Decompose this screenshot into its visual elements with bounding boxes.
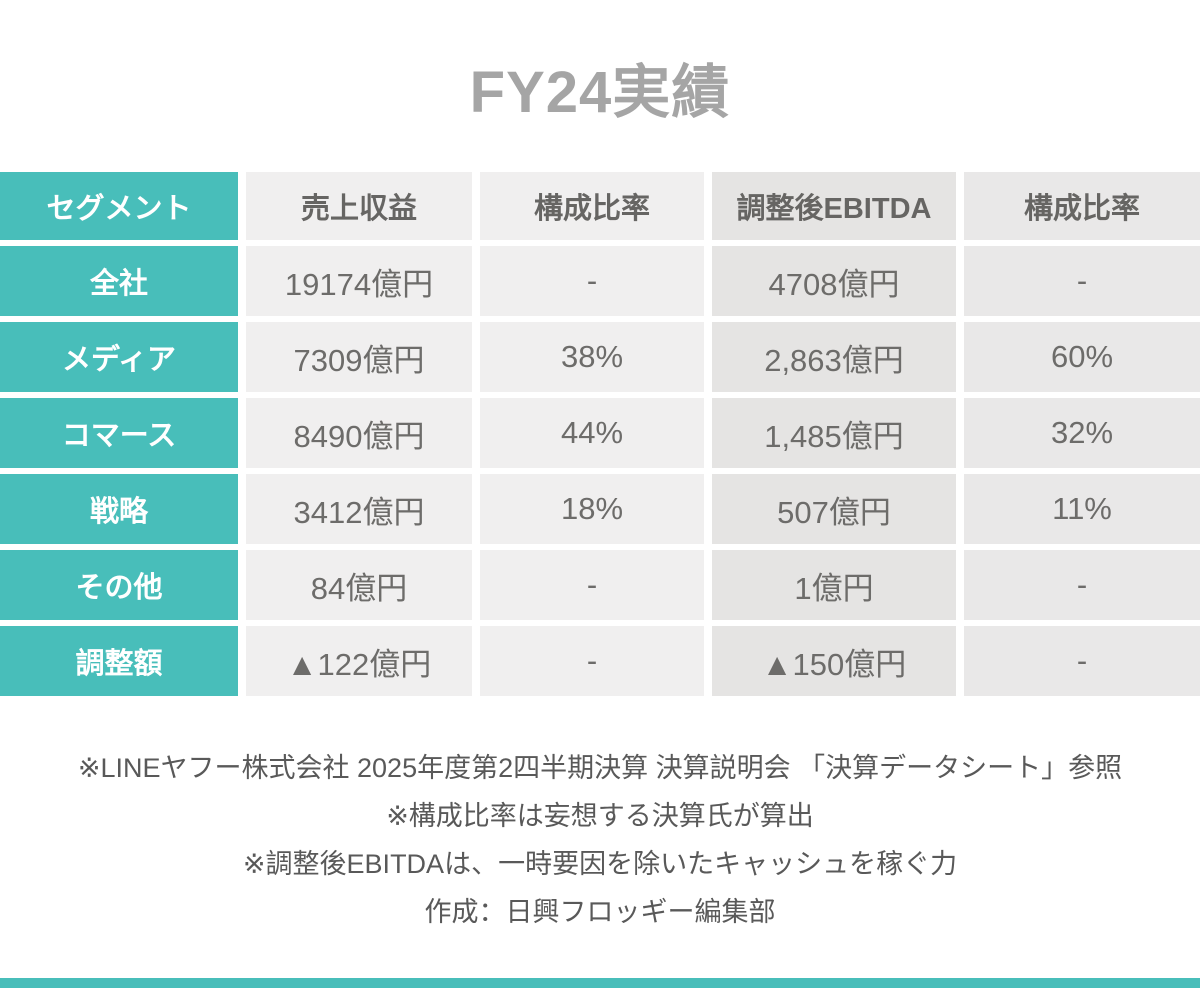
column-header-ebitda-ratio: 構成比率 bbox=[964, 172, 1200, 240]
footnote-ratio-calc: ※構成比率は妄想する決算氏が算出 bbox=[386, 801, 814, 831]
ebitda-ratio-value: - bbox=[964, 626, 1200, 696]
table-row-media: メディア 7309億円 38% 2,863億円 60% bbox=[0, 322, 1200, 392]
footnote-source: ※LINEヤフー株式会社 2025年度第2四半期決算 決算説明会 「決算データシ… bbox=[77, 753, 1123, 783]
ebitda-value: 1億円 bbox=[712, 550, 956, 620]
revenue-value: 19174億円 bbox=[246, 246, 472, 316]
segment-label: 調整額 bbox=[0, 626, 238, 696]
column-header-revenue: 売上収益 bbox=[246, 172, 472, 240]
revenue-ratio-value: 38% bbox=[480, 322, 704, 392]
segment-label: その他 bbox=[0, 550, 238, 620]
table-row-adjustment: 調整額 ▲122億円 - ▲150億円 - bbox=[0, 626, 1200, 696]
ebitda-ratio-value: 32% bbox=[964, 398, 1200, 468]
segment-label: コマース bbox=[0, 398, 238, 468]
table-row-zensha: 全社 19174億円 - 4708億円 - bbox=[0, 246, 1200, 316]
table-row-commerce: コマース 8490億円 44% 1,485億円 32% bbox=[0, 398, 1200, 468]
segment-label: 全社 bbox=[0, 246, 238, 316]
ebitda-ratio-value: 60% bbox=[964, 322, 1200, 392]
segment-label: メディア bbox=[0, 322, 238, 392]
revenue-ratio-value: - bbox=[480, 246, 704, 316]
footnote-ebitda-definition: ※調整後EBITDAは、一時要因を除いたキャッシュを稼ぐ力 bbox=[242, 849, 958, 879]
revenue-ratio-value: - bbox=[480, 626, 704, 696]
bottom-accent-bar bbox=[0, 978, 1200, 988]
revenue-value: 7309億円 bbox=[246, 322, 472, 392]
ebitda-value: 507億円 bbox=[712, 474, 956, 544]
table-row-strategy: 戦略 3412億円 18% 507億円 11% bbox=[0, 474, 1200, 544]
results-table: セグメント 売上収益 構成比率 調整後EBITDA 構成比率 全社 19174億… bbox=[0, 172, 1200, 696]
page-title: FY24実績 bbox=[469, 60, 731, 125]
segment-label: 戦略 bbox=[0, 474, 238, 544]
table-header-row: セグメント 売上収益 構成比率 調整後EBITDA 構成比率 bbox=[0, 172, 1200, 240]
footnote-credit: 作成：日興フロッギー編集部 bbox=[424, 897, 776, 927]
ebitda-ratio-value: - bbox=[964, 246, 1200, 316]
ebitda-ratio-value: 11% bbox=[964, 474, 1200, 544]
ebitda-value: 4708億円 bbox=[712, 246, 956, 316]
revenue-value: ▲122億円 bbox=[246, 626, 472, 696]
revenue-value: 8490億円 bbox=[246, 398, 472, 468]
ebitda-ratio-value: - bbox=[964, 550, 1200, 620]
revenue-ratio-value: - bbox=[480, 550, 704, 620]
footnotes: ※LINEヤフー株式会社 2025年度第2四半期決算 決算説明会 「決算データシ… bbox=[0, 744, 1200, 936]
ebitda-value: 2,863億円 bbox=[712, 322, 956, 392]
ebitda-value: ▲150億円 bbox=[712, 626, 956, 696]
table-row-other: その他 84億円 - 1億円 - bbox=[0, 550, 1200, 620]
revenue-ratio-value: 18% bbox=[480, 474, 704, 544]
column-header-adjusted-ebitda: 調整後EBITDA bbox=[712, 172, 956, 240]
revenue-value: 3412億円 bbox=[246, 474, 472, 544]
revenue-value: 84億円 bbox=[246, 550, 472, 620]
ebitda-value: 1,485億円 bbox=[712, 398, 956, 468]
revenue-ratio-value: 44% bbox=[480, 398, 704, 468]
column-header-revenue-ratio: 構成比率 bbox=[480, 172, 704, 240]
column-header-segment: セグメント bbox=[0, 172, 238, 240]
